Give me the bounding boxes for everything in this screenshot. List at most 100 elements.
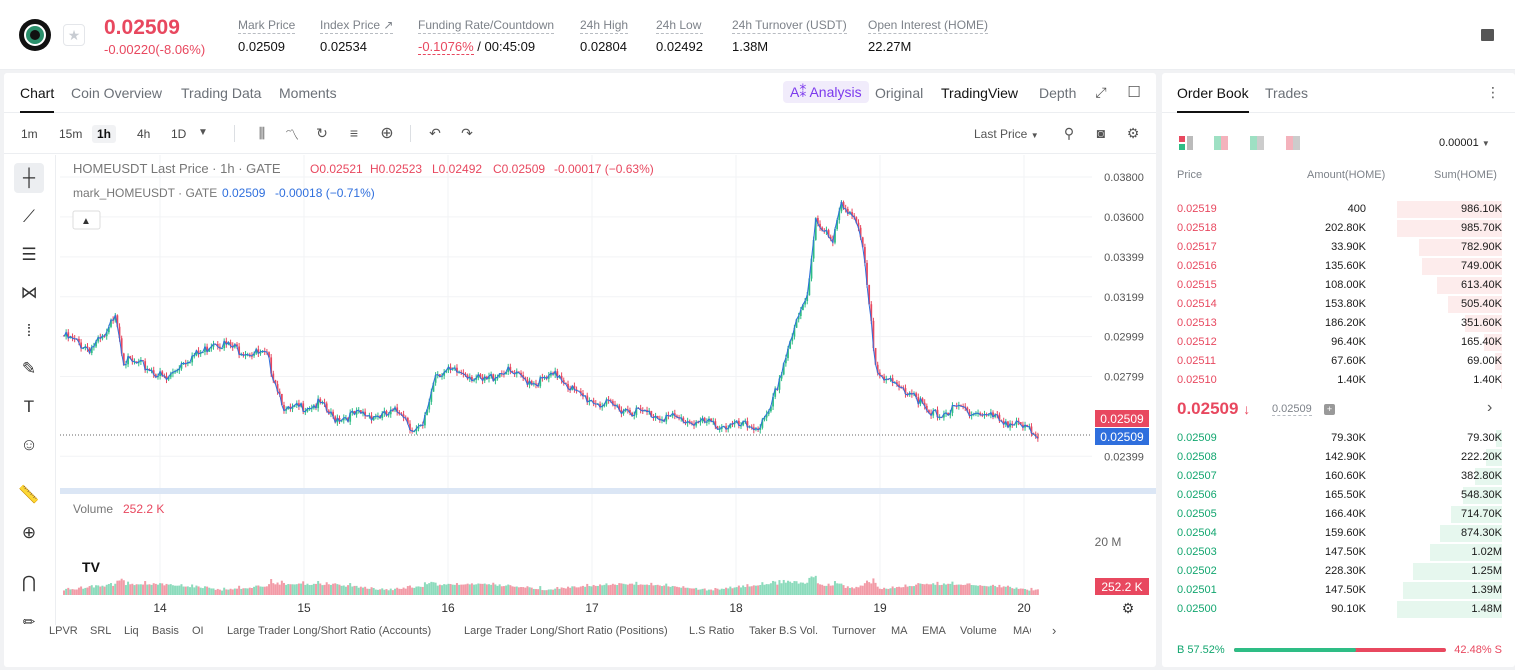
indicator-volume[interactable]: Volume	[960, 625, 997, 637]
pattern-icon[interactable]: ⋈	[20, 283, 38, 302]
indicator-ema[interactable]: EMA	[922, 625, 946, 637]
undo-icon[interactable]: ↶	[429, 125, 441, 141]
stat-label[interactable]: 24h Turnover (USDT)	[732, 18, 847, 34]
timeframe-1d[interactable]: 1D	[171, 127, 187, 141]
stat-label[interactable]: 24h Low	[656, 18, 703, 34]
indicator-ma[interactable]: MA	[891, 625, 908, 637]
tab-trading-data[interactable]: Trading Data	[181, 85, 262, 101]
pencil-icon[interactable]: ✏	[22, 614, 36, 631]
tab-moments[interactable]: Moments	[279, 85, 337, 101]
mid-price[interactable]: 0.02509 ↓	[1177, 399, 1250, 419]
bid-row[interactable]: 0.02509 79.30K 79.30K	[1162, 429, 1502, 448]
view-original[interactable]: Original	[875, 85, 924, 101]
ask-row[interactable]: 0.02513 186.20K 351.60K	[1162, 314, 1502, 333]
replay-icon[interactable]: ↻	[316, 125, 328, 141]
ask-row[interactable]: 0.02517 33.90K 782.90K	[1162, 238, 1502, 257]
timeframe-4h[interactable]: 4h	[137, 127, 151, 141]
bid-row[interactable]: 0.02503 147.50K 1.02M	[1162, 543, 1502, 562]
template-icon[interactable]: ≡	[349, 125, 359, 141]
tab-chart[interactable]: Chart	[20, 85, 55, 113]
magnet-icon[interactable]: ⋂	[22, 573, 36, 592]
indicator-liq[interactable]: Liq	[124, 625, 139, 637]
horizontal-lines-icon[interactable]: ☰	[21, 245, 37, 264]
guide-book-icon[interactable]	[1481, 29, 1494, 41]
stat-label[interactable]: Index Price ↗	[320, 18, 394, 34]
bid-row[interactable]: 0.02504 159.60K 874.30K	[1162, 524, 1502, 543]
indicator-macd[interactable]: MACD	[1013, 625, 1031, 637]
bid-row[interactable]: 0.02502 228.30K 1.25M	[1162, 562, 1502, 581]
more-options-icon[interactable]: ⋮	[1486, 84, 1500, 100]
redo-icon[interactable]: ↷	[461, 125, 473, 141]
ruler-icon[interactable]: 📏	[18, 485, 40, 504]
depth-bar	[1403, 582, 1502, 599]
timeframe-15m[interactable]: 15m	[59, 127, 83, 141]
ask-row[interactable]: 0.02516 135.60K 749.00K	[1162, 257, 1502, 276]
indicator-taker-vol[interactable]: Taker B.S Vol.	[749, 625, 819, 637]
ask-row[interactable]: 0.02518 202.80K 985.70K	[1162, 219, 1502, 238]
crosshair-icon[interactable]: ┼	[14, 163, 44, 193]
add-indicator-icon[interactable]: ⊕	[380, 125, 394, 142]
price-chart[interactable]: 0.03800 0.03600 0.03399 0.03199 0.02999 0.027…	[56, 155, 1156, 645]
tab-coin-overview[interactable]: Coin Overview	[71, 85, 163, 101]
indicator-ls-accounts[interactable]: Large Trader Long/Short Ratio (Accounts)	[227, 625, 432, 637]
candle-type-icon[interactable]: ⫼	[258, 125, 266, 141]
stat-label[interactable]: 24h High	[580, 18, 629, 34]
bid-row[interactable]: 0.02500 90.10K 1.48M	[1162, 600, 1502, 619]
trend-line-icon[interactable]: ⟋	[23, 207, 35, 226]
precision-select[interactable]: 0.00001 ▼	[1439, 137, 1490, 149]
volume-bar	[626, 584, 629, 595]
bid-row[interactable]: 0.02505 166.40K 714.70K	[1162, 505, 1502, 524]
search-icon[interactable]: ⚲	[1063, 125, 1075, 141]
price-source-select[interactable]: Last Price ▼	[969, 125, 1044, 143]
stat-label[interactable]: Open Interest (HOME)	[868, 18, 989, 34]
bid-row[interactable]: 0.02501 147.50K 1.39M	[1162, 581, 1502, 600]
view-tradingview[interactable]: TradingView	[941, 85, 1019, 101]
layout-bids-icon[interactable]	[1250, 136, 1264, 150]
favorite-star-icon[interactable]: ★	[63, 24, 85, 46]
zoom-in-icon[interactable]: ⊕	[21, 523, 37, 542]
ask-row[interactable]: 0.02510 1.40K 1.40K	[1162, 371, 1502, 390]
fib-icon[interactable]: ⁞	[26, 321, 32, 340]
layout-both-icon[interactable]	[1179, 136, 1193, 150]
window-icon[interactable]: ☐	[1127, 84, 1141, 101]
indicator-oi[interactable]: OI	[192, 625, 204, 637]
emoji-icon[interactable]: ☺	[20, 435, 38, 454]
layout-asks-icon[interactable]	[1286, 136, 1300, 150]
ask-row[interactable]: 0.02511 67.60K 69.00K	[1162, 352, 1502, 371]
stat-label[interactable]: Mark Price	[238, 18, 296, 34]
candle-body	[682, 417, 685, 422]
ask-row[interactable]: 0.02514 153.80K 505.40K	[1162, 295, 1502, 314]
indicators-icon[interactable]: 〽	[285, 127, 299, 143]
camera-icon[interactable]: ◙	[1096, 125, 1106, 141]
chevron-right-icon[interactable]: ›	[1052, 623, 1057, 638]
tab-trades[interactable]: Trades	[1265, 85, 1309, 101]
ai-analysis-button[interactable]: A⁑ Analysis	[783, 81, 869, 103]
bid-row[interactable]: 0.02508 142.90K 222.20K	[1162, 448, 1502, 467]
expand-icon[interactable]: ⤢	[1095, 84, 1107, 100]
layout-split-icon[interactable]	[1214, 136, 1228, 150]
timeframe-1h[interactable]: 1h	[92, 125, 117, 143]
stat-label[interactable]: Funding Rate/Countdown	[418, 18, 555, 34]
indicator-turnover[interactable]: Turnover	[832, 625, 876, 637]
indicator-ls-ratio[interactable]: L.S Ratio	[689, 625, 735, 637]
bid-row[interactable]: 0.02507 160.60K 382.80K	[1162, 467, 1502, 486]
timeframe-dropdown-icon[interactable]: ▼	[198, 127, 208, 138]
collapse-legend-button[interactable]	[72, 210, 101, 230]
tab-order-book[interactable]: Order Book	[1177, 85, 1249, 113]
chevron-right-icon[interactable]: ›	[1487, 399, 1493, 416]
indicator-ls-positions[interactable]: Large Trader Long/Short Ratio (Positions…	[464, 625, 668, 637]
view-depth[interactable]: Depth	[1039, 85, 1077, 101]
settings-gear-icon[interactable]: ⚙	[1126, 125, 1140, 141]
timeframe-1m[interactable]: 1m	[21, 127, 38, 141]
bid-row[interactable]: 0.02506 165.50K 548.30K	[1162, 486, 1502, 505]
candle-body	[915, 393, 918, 398]
ask-row[interactable]: 0.02512 96.40K 165.40K	[1162, 333, 1502, 352]
indicator-basis[interactable]: Basis	[152, 625, 179, 637]
ask-row[interactable]: 0.02519 400 986.10K	[1162, 200, 1502, 219]
text-tool-icon[interactable]: T	[23, 397, 35, 416]
indicator-srl[interactable]: SRL	[90, 625, 112, 637]
brush-icon[interactable]: ✎	[21, 359, 37, 378]
axis-settings-icon[interactable]: ⚙	[1122, 600, 1135, 616]
ask-row[interactable]: 0.02515 108.00K 613.40K	[1162, 276, 1502, 295]
indicator-lpvr[interactable]: LPVR	[49, 625, 78, 637]
